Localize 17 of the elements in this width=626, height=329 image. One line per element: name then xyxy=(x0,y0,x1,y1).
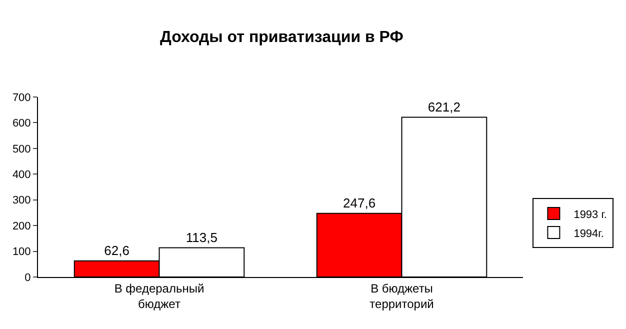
data-label: 62,6 xyxy=(104,242,130,258)
x-tick-label: В бюджеты территорий xyxy=(370,281,434,311)
y-tick-label: 700 xyxy=(12,92,31,104)
legend-label: 1994г. xyxy=(574,228,604,240)
y-tick-label: 0 xyxy=(24,272,31,284)
y-tick-label: 300 xyxy=(12,194,31,207)
data-label: 113,5 xyxy=(186,230,218,245)
y-tick-label: 600 xyxy=(12,118,31,130)
y-tick-label: 200 xyxy=(12,220,31,232)
y-tick-label: 500 xyxy=(12,143,31,156)
y-tick-label: 400 xyxy=(12,168,31,181)
x-tick-label: В федеральный бюджет xyxy=(114,281,204,311)
legend-label: 1993 г. xyxy=(574,208,607,221)
chart-title: Доходы от приватизации в РФ xyxy=(160,28,404,46)
y-tick-label: 100 xyxy=(12,246,31,258)
data-label: 621,2 xyxy=(428,99,460,114)
data-label: 247,6 xyxy=(343,195,376,210)
